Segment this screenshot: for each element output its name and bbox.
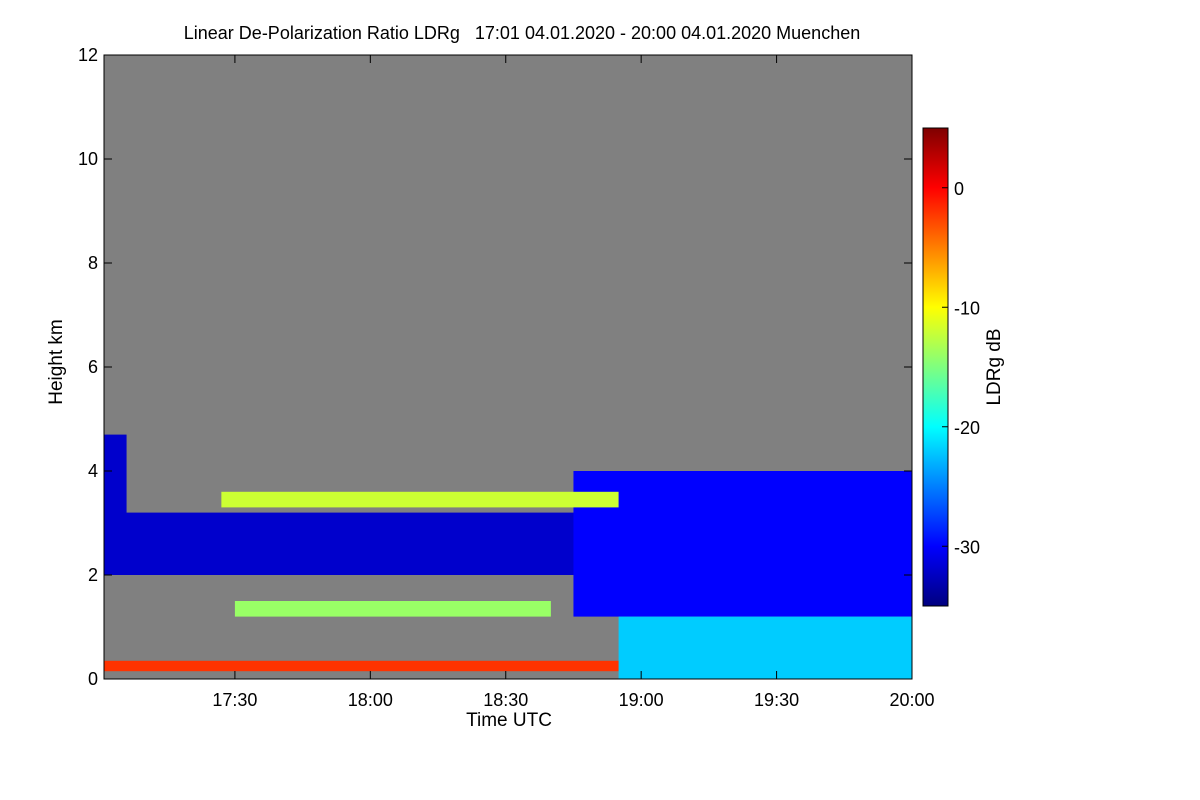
colorbar-tick-label-1: -10: [954, 298, 980, 318]
x-tick-label-3: 19:00: [619, 690, 664, 710]
y-axis-label: Height km: [46, 319, 67, 405]
plot-area: [103, 54, 913, 680]
feature-5: [104, 660, 777, 672]
y-tick-label-0: 0: [88, 669, 98, 689]
y-tick-label-4: 8: [88, 253, 98, 273]
colorbar-ticks: 0 -10 -20 -30: [942, 179, 980, 557]
feature-6: [618, 616, 912, 679]
feature-1: [573, 471, 912, 617]
feature-4: [234, 601, 551, 617]
colorbar: 0 -10 -20 -30 LDRg dB: [922, 127, 1005, 607]
y-axis: 0 2 4 6 8 10 12: [78, 45, 912, 689]
y-tick-label-3: 6: [88, 357, 98, 377]
y-tick-label-1: 2: [88, 565, 98, 585]
data-features: [104, 434, 912, 679]
x-tick-label-2: 18:30: [483, 690, 528, 710]
feature-2: [104, 434, 127, 523]
y-tick-label-5: 10: [78, 149, 98, 169]
x-tick-label-5: 20:00: [889, 690, 934, 710]
colorbar-label: LDRg dB: [984, 328, 1005, 405]
x-axis-label: Time UTC: [466, 710, 552, 731]
y-tick-label-6: 12: [78, 45, 98, 65]
colorbar-bar: [922, 127, 949, 607]
feature-3: [221, 491, 619, 508]
colorbar-tick-label-2: -20: [954, 418, 980, 438]
x-tick-label-1: 18:00: [348, 690, 393, 710]
x-tick-label-0: 17:30: [212, 690, 257, 710]
x-tick-label-4: 19:30: [754, 690, 799, 710]
chart-title: Linear De-Polarization Ratio LDRg 17:01 …: [184, 23, 860, 43]
colorbar-tick-label-3: -30: [954, 537, 980, 557]
colorbar-tick-label-0: 0: [954, 179, 964, 199]
x-axis: 17:30 18:00 18:30 19:00 19:30 20:00: [212, 55, 935, 710]
y-tick-label-2: 4: [88, 461, 98, 481]
